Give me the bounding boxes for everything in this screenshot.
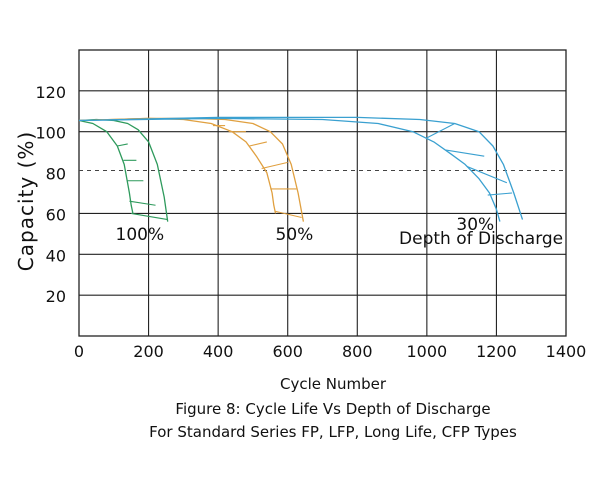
annotation-label: Depth of Discharge — [399, 229, 563, 249]
y-tick-label: 100 — [35, 124, 66, 143]
annotations: 100% 50% 30%Depth of Discharge — [116, 215, 564, 249]
series-2-hatch-line — [249, 141, 267, 147]
series-group — [78, 116, 524, 222]
x-tick-label: 800 — [342, 342, 373, 361]
x-tick-label: 1200 — [476, 342, 517, 361]
y-tick-labels: 20 40 60 80 100 120 — [35, 83, 66, 306]
series-1-hatch-line — [129, 200, 156, 206]
y-tick-label: 120 — [35, 83, 66, 102]
series-2 — [78, 117, 305, 222]
x-axis-label: Cycle Number — [280, 375, 387, 393]
series-2-hatch-line — [261, 161, 288, 170]
x-tick-label: 1400 — [546, 342, 587, 361]
series-3-hatch-line — [426, 123, 455, 139]
series-3-lower-curve — [78, 117, 501, 222]
grid — [78, 49, 567, 337]
series-2-lower-curve — [78, 117, 277, 214]
series-3 — [78, 116, 524, 222]
y-tick-label: 20 — [46, 287, 66, 306]
series-1-hatch-line — [117, 143, 128, 147]
x-tick-label: 0 — [74, 342, 84, 361]
annotation-label: 30% — [456, 215, 494, 235]
annotation-label: 50% — [276, 225, 314, 245]
series-3-hatch-line — [445, 149, 485, 157]
x-tick-label: 200 — [133, 342, 164, 361]
annotation-label: 100% — [116, 225, 165, 245]
x-tick-label: 600 — [272, 342, 303, 361]
caption-line-1: Figure 8: Cycle Life Vs Depth of Dischar… — [175, 400, 490, 418]
y-axis-label: Capacity (%) — [14, 131, 38, 271]
caption-line-2: For Standard Series FP, LFP, Long Life, … — [149, 423, 517, 441]
series-1-lower-curve — [78, 119, 134, 214]
series-3-hatch-line — [466, 165, 508, 184]
x-tick-labels: 0 200 400 600 800 1000 1200 1400 — [74, 342, 586, 361]
x-tick-label: 1000 — [406, 342, 447, 361]
series-3-hatch-line — [487, 192, 513, 196]
y-tick-label: 60 — [46, 205, 66, 224]
series-1-hatch-line — [131, 212, 168, 221]
plot-frame — [78, 49, 567, 337]
y-tick-label: 40 — [46, 246, 66, 265]
series-3-upper-curve — [78, 116, 524, 220]
x-tick-label: 400 — [203, 342, 234, 361]
y-tick-label: 80 — [46, 165, 66, 184]
series-2-upper-curve — [78, 117, 305, 222]
series-2-hatch-line — [275, 210, 302, 219]
